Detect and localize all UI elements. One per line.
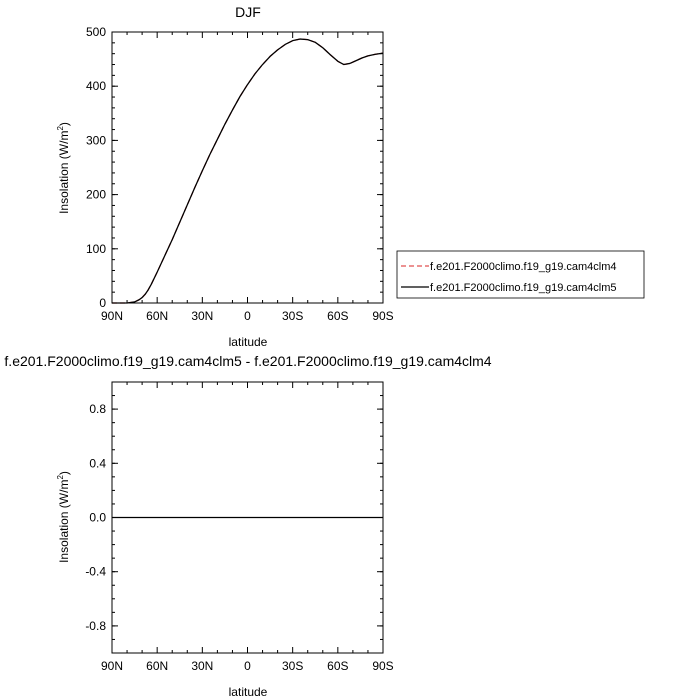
top-x-tick-label: 90S bbox=[372, 309, 393, 323]
bottom-chart-title: f.e201.F2000climo.f19_g19.cam4clm5 - f.e… bbox=[4, 353, 491, 369]
top-series-group bbox=[112, 38, 384, 304]
bottom-x-tick-label: 0 bbox=[244, 659, 251, 673]
bottom-x-tick-label: 90S bbox=[372, 659, 393, 673]
top-y-tick-label: 300 bbox=[86, 133, 106, 147]
top-y-axis-label: Insolation (W/m2) bbox=[56, 122, 71, 214]
bottom-x-tick-label: 60S bbox=[327, 659, 348, 673]
bottom-x-tick-label: 60N bbox=[146, 659, 168, 673]
top-y-tick-label: 500 bbox=[86, 25, 106, 39]
top-y-tick-label: 100 bbox=[86, 242, 106, 256]
bottom-x-axis-label: latitude bbox=[229, 685, 268, 699]
bottom-y-tick-label: -0.4 bbox=[85, 565, 106, 579]
bottom-axes: 90N 60N 30N 0 30S 60S 90S -0.8 -0.4 0.0 0.4 0.8 bbox=[85, 381, 394, 673]
top-y-tick-label: 0 bbox=[99, 296, 106, 310]
top-series-line-0 bbox=[112, 38, 384, 304]
legend-label-cam4clm5: f.e201.F2000climo.f19_g19.cam4clm5 bbox=[430, 282, 617, 294]
top-axes: 90N 60N 30N 0 30S 60S 90S 0 100 200 300 400 500 bbox=[86, 25, 394, 323]
bottom-x-tick-label: 90N bbox=[101, 659, 123, 673]
bottom-y-tick-label: -0.8 bbox=[85, 619, 106, 633]
top-x-tick-label: 0 bbox=[244, 309, 251, 323]
bottom-y-tick-label: 0.0 bbox=[89, 511, 106, 525]
bottom-x-tick-label: 30N bbox=[191, 659, 213, 673]
top-x-tick-label: 30S bbox=[282, 309, 303, 323]
top-x-tick-label: 30N bbox=[191, 309, 213, 323]
legend-box bbox=[396, 250, 645, 299]
top-plot-frame bbox=[111, 31, 384, 304]
top-chart-title: DJF bbox=[235, 4, 261, 20]
top-x-tick-label: 60N bbox=[146, 309, 168, 323]
top-y-tick-label: 400 bbox=[86, 79, 106, 93]
top-x-tick-label: 90N bbox=[101, 309, 123, 323]
bottom-panel: f.e201.F2000climo.f19_g19.cam4clm5 - f.e… bbox=[4, 353, 491, 699]
bottom-x-tick-label: 30S bbox=[282, 659, 303, 673]
bottom-y-tick-label: 0.8 bbox=[89, 402, 106, 416]
top-x-axis-label: latitude bbox=[229, 335, 268, 349]
bottom-y-tick-label: 0.4 bbox=[89, 456, 106, 470]
legend: f.e201.F2000climo.f19_g19.cam4clm4 f.e20… bbox=[396, 250, 645, 299]
top-series-line-1 bbox=[112, 38, 384, 304]
legend-label-cam4clm4: f.e201.F2000climo.f19_g19.cam4clm4 bbox=[430, 261, 617, 273]
bottom-y-axis-label: Insolation (W/m2) bbox=[56, 471, 71, 563]
top-panel: DJF 90N 60N 30N 0 30S 60S 90S0100200300400500 … bbox=[56, 4, 394, 349]
top-y-tick-label: 200 bbox=[86, 188, 106, 202]
top-x-tick-label: 60S bbox=[327, 309, 348, 323]
